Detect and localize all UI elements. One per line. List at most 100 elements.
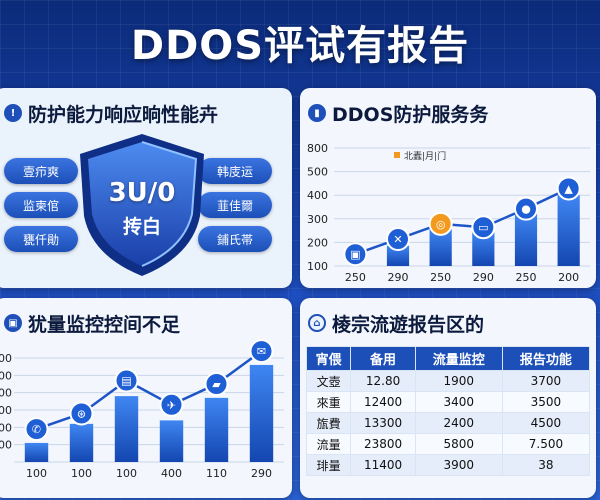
shield-icon xyxy=(80,134,204,276)
service-panel: ▮ DDOS防护服务务 100 200 300 400 500 800 北蠹|月|门 250 2… xyxy=(300,88,596,288)
mail-icon[interactable] xyxy=(249,339,274,364)
bar[interactable] xyxy=(24,442,49,462)
network-icon[interactable] xyxy=(69,401,94,426)
table-cell: 12.80 xyxy=(350,370,416,392)
car-icon[interactable] xyxy=(556,176,581,201)
table-row[interactable]: 文壺 12.80 1900 3700 xyxy=(305,370,591,392)
table-cell: 3700 xyxy=(501,370,591,392)
table-header[interactable]: 流量监控 xyxy=(414,346,503,371)
y-tick-label: 100 xyxy=(0,421,12,434)
monitor-icon[interactable] xyxy=(471,215,496,240)
bar[interactable] xyxy=(557,195,580,266)
phone-icon[interactable] xyxy=(24,417,49,442)
bar[interactable] xyxy=(429,228,452,266)
table-cell: 2400 xyxy=(414,412,503,434)
shield-value: 3U/0 xyxy=(108,178,176,208)
traffic-panel-title-text: 犹量监控控间不足 xyxy=(28,313,181,336)
right-pill-2[interactable]: 韮佳爾 xyxy=(198,192,272,218)
report-table: 宵偎 备用 流量监控 报告功能 文壺 12.80 1900 3700 來重 12… xyxy=(305,346,591,476)
legend-label: 北蠹|月|门 xyxy=(404,150,446,162)
x-tick-label: 250 xyxy=(345,271,366,284)
pin-icon: ! xyxy=(4,104,22,122)
target-icon[interactable] xyxy=(428,211,453,236)
y-tick-label: 400 xyxy=(307,189,328,202)
table-cell: 3900 xyxy=(414,454,503,476)
user-icon-glyph: ● xyxy=(521,203,531,216)
bar[interactable] xyxy=(386,245,410,266)
save-icon[interactable] xyxy=(343,242,368,267)
y-tick-label: 500 xyxy=(0,352,12,365)
table-cell: 12400 xyxy=(350,391,416,413)
legend-swatch xyxy=(394,152,400,158)
x-tick-label: 400 xyxy=(161,467,182,480)
table-row[interactable]: 旊費 13300 2400 4500 xyxy=(305,412,591,434)
target-icon-glyph: ◎ xyxy=(436,218,446,231)
right-pill-3[interactable]: 鋪氏帯 xyxy=(198,226,272,252)
satellite-icon[interactable] xyxy=(386,227,410,252)
page-title: DDOS评试有报告 xyxy=(130,23,470,69)
table-row[interactable]: 流量 23800 5800 7.500 xyxy=(305,433,591,455)
satellite-icon-glyph: ✕ xyxy=(393,233,402,246)
chat-icon-glyph: ▰ xyxy=(212,378,221,391)
left-pill-1[interactable]: 壹疖爽 xyxy=(4,158,78,184)
table-panel: ⌂ 棱宗流遊报告区的 宵偎 备用 流量监控 报告功能 文壺 12.80 1900… xyxy=(300,298,596,498)
traffic-panel: ▣ 犹量监控控间不足 00 100 200 300 400 500 100 100 100 400… xyxy=(0,298,292,498)
shield-caption: 抟白 xyxy=(122,216,161,238)
x-tick-label: 290 xyxy=(473,271,494,284)
table-panel-title: ⌂ 棱宗流遊报告区的 xyxy=(308,310,484,336)
document-icon[interactable] xyxy=(114,368,139,393)
bar[interactable] xyxy=(114,396,139,462)
shield-panel: ! 防护能力响应晌性能卉 壹疖爽 监柬倌 甕仟勛 韩庋运 韮佳爾 鋪氏帯 3U/… xyxy=(0,88,292,288)
left-pill-3[interactable]: 甕仟勛 xyxy=(4,226,78,252)
bar[interactable] xyxy=(514,213,538,266)
table-header-row: 宵偎 备用 流量监控 报告功能 xyxy=(305,346,591,371)
table-cell: 流量 xyxy=(305,433,352,455)
right-pill-1[interactable]: 韩庋运 xyxy=(198,158,272,184)
table-header[interactable]: 宵偎 xyxy=(305,346,352,371)
x-tick-label: 290 xyxy=(388,271,409,284)
bar[interactable] xyxy=(472,232,495,266)
table-header[interactable]: 报告功能 xyxy=(501,346,591,371)
traffic-panel-title: ▣ 犹量监控控间不足 xyxy=(4,310,180,336)
x-tick-label: 200 xyxy=(558,271,579,284)
y-tick-label: 200 xyxy=(307,236,328,249)
table-cell: 3400 xyxy=(414,391,503,413)
table-cell: 13300 xyxy=(350,412,416,434)
user-icon[interactable] xyxy=(514,196,538,221)
x-tick-label: 290 xyxy=(251,467,272,480)
network-icon-glyph: ⊛ xyxy=(77,407,86,420)
y-tick-label: 500 xyxy=(307,166,328,179)
table-cell: 文壺 xyxy=(305,370,352,392)
mail-icon-glyph: ✉ xyxy=(257,345,266,358)
gauge-icon: ▣ xyxy=(4,314,22,332)
bar[interactable] xyxy=(204,397,229,462)
chat-icon[interactable] xyxy=(204,372,229,396)
document-icon-glyph: ▤ xyxy=(121,375,131,388)
x-tick-label: 100 xyxy=(26,467,47,480)
x-tick-label: 100 xyxy=(71,467,92,480)
left-pill-2[interactable]: 监柬倌 xyxy=(4,192,78,218)
table-cell: 7.500 xyxy=(501,433,591,455)
plane-icon-glyph: ✈ xyxy=(167,399,176,412)
y-tick-label: 300 xyxy=(307,213,328,226)
traffic-chart: 00 100 200 300 400 500 100 100 100 400 110 290 ✆ ⊛ ▤ ✈ ▰… xyxy=(0,339,284,480)
table-row[interactable]: 來重 12400 3400 3500 xyxy=(305,391,591,413)
table-cell: 23800 xyxy=(350,433,416,455)
table-header[interactable]: 备用 xyxy=(350,346,416,371)
table-cell: 11400 xyxy=(350,454,416,476)
table-cell: 4500 xyxy=(501,412,591,434)
phone-icon-glyph: ✆ xyxy=(32,423,41,436)
service-panel-title-text: DDOS防护服务务 xyxy=(332,103,489,126)
table-cell: 5800 xyxy=(414,433,503,455)
bar[interactable] xyxy=(159,420,184,462)
x-tick-label: 100 xyxy=(116,467,137,480)
save-icon-glyph: ▣ xyxy=(350,248,360,261)
table-cell: 1900 xyxy=(414,370,503,392)
table-cell: 來重 xyxy=(305,391,352,413)
table-row[interactable]: 琲量 11400 3900 38 xyxy=(305,454,591,476)
y-tick-label: 200 xyxy=(0,404,12,417)
bar[interactable] xyxy=(69,423,94,462)
plane-icon[interactable] xyxy=(159,392,184,417)
bar[interactable] xyxy=(249,364,274,462)
y-tick-label: 800 xyxy=(307,142,328,155)
